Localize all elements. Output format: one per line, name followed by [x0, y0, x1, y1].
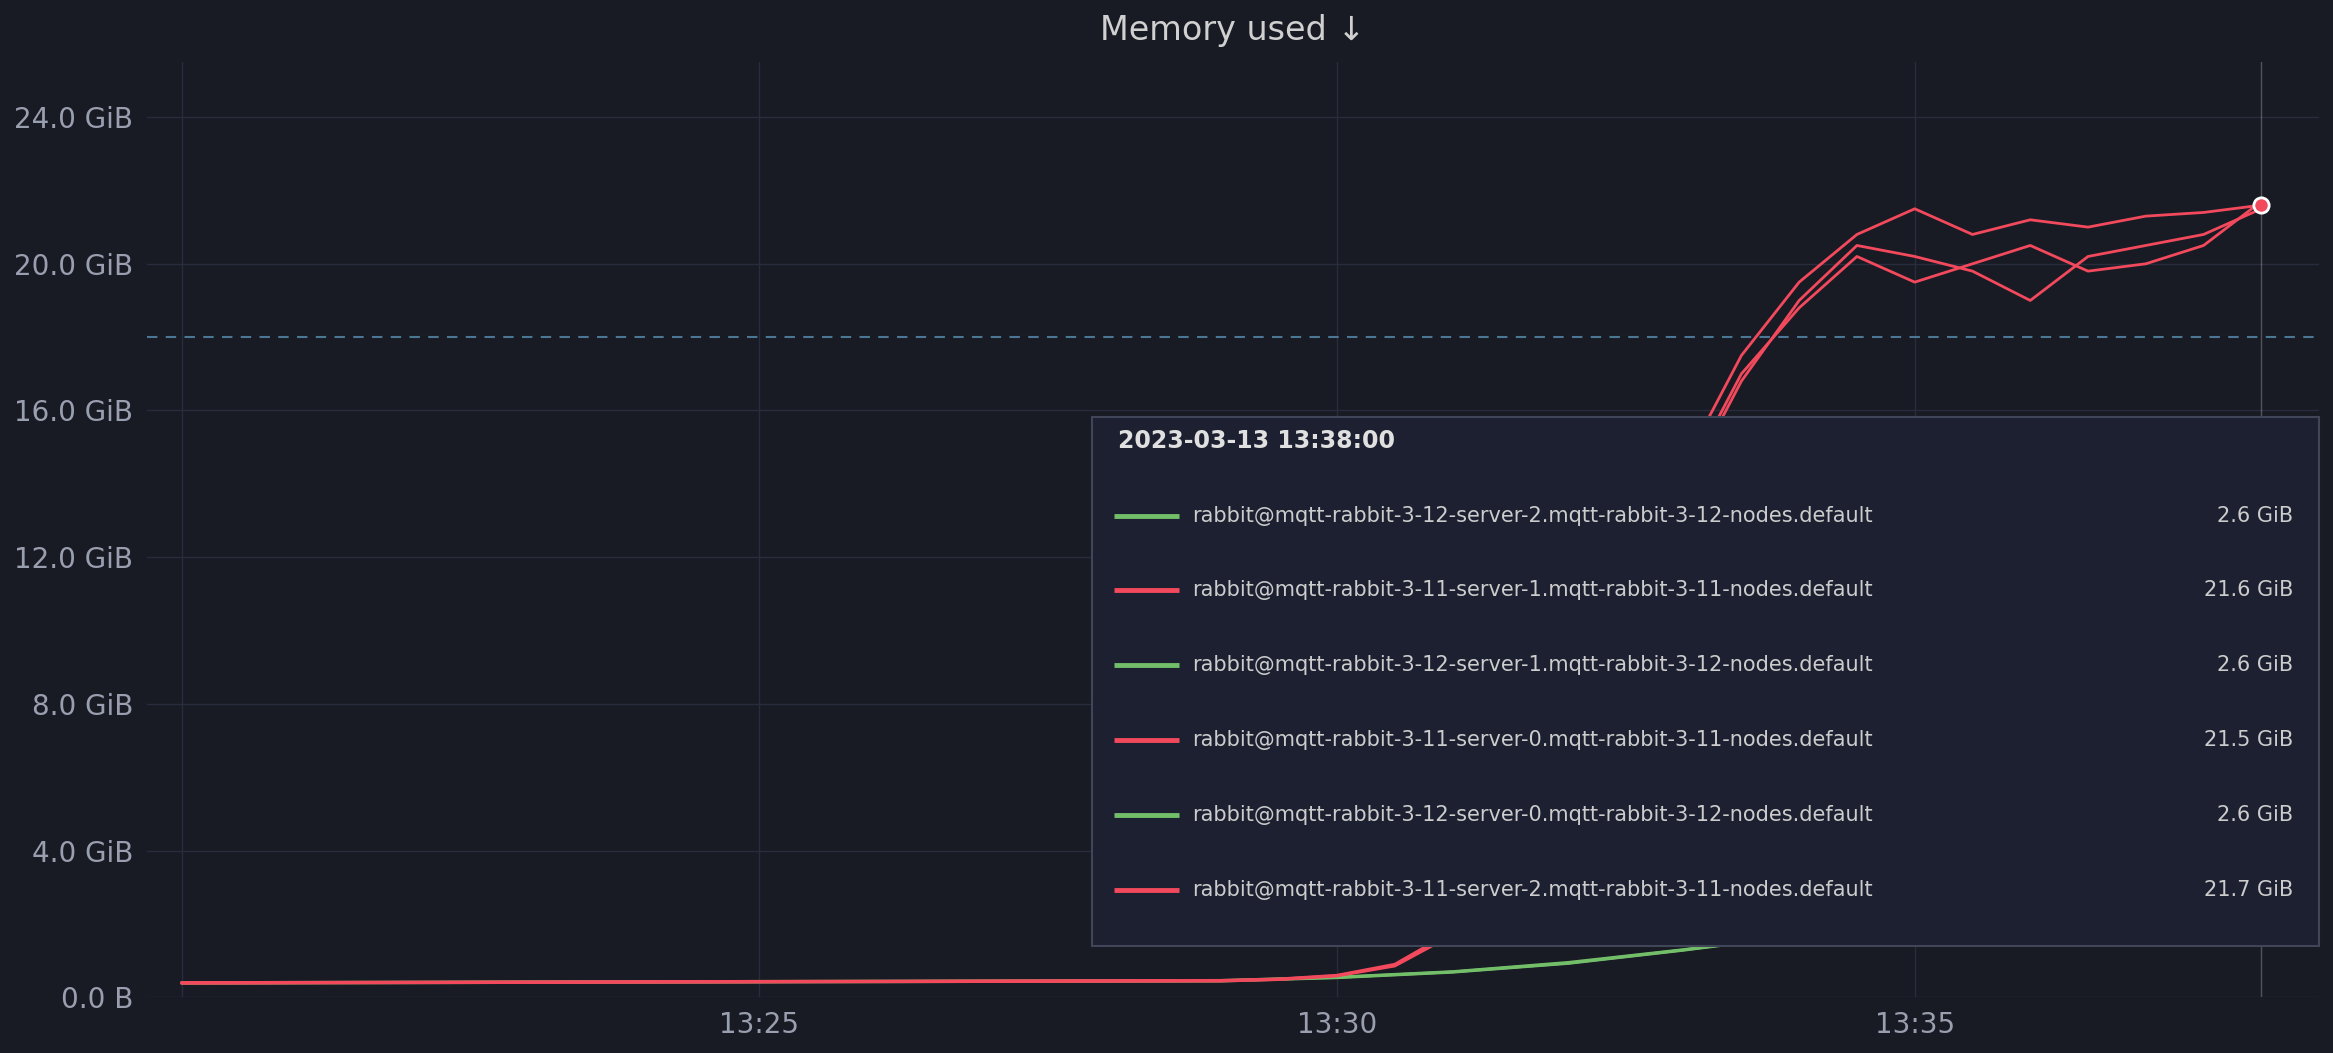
Text: rabbit@mqtt-rabbit-3-12-server-0.mqtt-rabbit-3-12-nodes.default: rabbit@mqtt-rabbit-3-12-server-0.mqtt-ra… [1192, 804, 1873, 824]
Text: 21.6 GiB: 21.6 GiB [2205, 580, 2293, 600]
Text: 2.6 GiB: 2.6 GiB [2216, 804, 2293, 824]
Text: rabbit@mqtt-rabbit-3-12-server-2.mqtt-rabbit-3-12-nodes.default: rabbit@mqtt-rabbit-3-12-server-2.mqtt-ra… [1192, 505, 1873, 525]
Text: rabbit@mqtt-rabbit-3-11-server-0.mqtt-rabbit-3-11-nodes.default: rabbit@mqtt-rabbit-3-11-server-0.mqtt-ra… [1192, 730, 1873, 750]
Text: rabbit@mqtt-rabbit-3-11-server-1.mqtt-rabbit-3-11-nodes.default: rabbit@mqtt-rabbit-3-11-server-1.mqtt-ra… [1192, 580, 1873, 600]
Text: 2.6 GiB: 2.6 GiB [2216, 655, 2293, 675]
Text: 21.5 GiB: 21.5 GiB [2205, 730, 2293, 750]
Text: 2.6 GiB: 2.6 GiB [2216, 505, 2293, 525]
Text: 2023-03-13 13:38:00: 2023-03-13 13:38:00 [1118, 429, 1395, 453]
Text: 21.7 GiB: 21.7 GiB [2205, 879, 2293, 899]
Text: rabbit@mqtt-rabbit-3-11-server-2.mqtt-rabbit-3-11-nodes.default: rabbit@mqtt-rabbit-3-11-server-2.mqtt-ra… [1192, 879, 1873, 899]
FancyBboxPatch shape [1092, 417, 2319, 946]
Title: Memory used ↓: Memory used ↓ [1101, 14, 1365, 47]
Text: rabbit@mqtt-rabbit-3-12-server-1.mqtt-rabbit-3-12-nodes.default: rabbit@mqtt-rabbit-3-12-server-1.mqtt-ra… [1192, 655, 1873, 675]
